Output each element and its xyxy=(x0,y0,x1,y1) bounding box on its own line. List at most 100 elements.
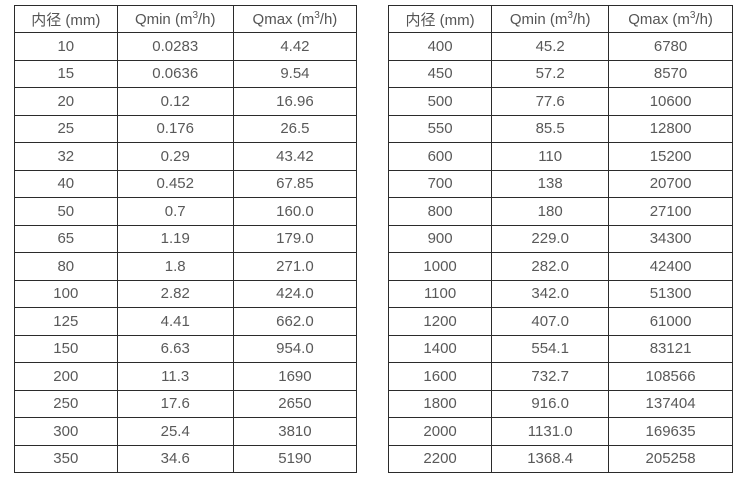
cubic-exponent: 3 xyxy=(689,9,696,21)
cubic-exponent: 3 xyxy=(192,9,198,21)
table-row: 1400 554.1 83121 xyxy=(387,334,733,363)
qmin-label-prefix: Qmin (m xyxy=(509,10,568,28)
table-cell: 0.7 xyxy=(116,197,234,226)
table-cell: 9.54 xyxy=(232,59,358,88)
table-cell: 4.42 xyxy=(232,32,358,61)
table-cell: 25.4 xyxy=(116,417,234,446)
table-cell: 250 xyxy=(14,389,118,418)
table-cell: 200 xyxy=(14,362,118,391)
table-cell: 160.0 xyxy=(232,197,358,226)
table-cell: 1690 xyxy=(232,362,358,391)
table-cell: 15 xyxy=(14,59,118,88)
flow-table-small-diameters: 内径 (mm) Qmin (m3/h) Qmax (m3/h) 10 0.0283… xyxy=(14,5,358,473)
table-cell: 138 xyxy=(491,169,610,198)
table-cell: 400 xyxy=(387,32,493,61)
table-cell: 50 xyxy=(14,197,118,226)
table-cell: 6780 xyxy=(608,32,733,61)
qmax-label-prefix: Qmax (m xyxy=(628,10,690,28)
table-cell: 80 xyxy=(14,252,118,281)
table-cell: 67.85 xyxy=(232,169,358,198)
table-row: 1800 916.0 137404 xyxy=(387,389,733,418)
table-cell: 0.12 xyxy=(116,87,234,116)
table-cell: 34300 xyxy=(608,224,733,253)
table-row: 100 2.82 424.0 xyxy=(14,279,358,308)
table-cell: 179.0 xyxy=(232,224,358,253)
table-cell: 34.6 xyxy=(116,444,234,473)
table-cell: 4.41 xyxy=(116,307,234,336)
table-cell: 51300 xyxy=(608,279,733,308)
table-row: 15 0.0636 9.54 xyxy=(14,59,358,88)
table-row: 125 4.41 662.0 xyxy=(14,307,358,336)
qmax-label-suffix: /h) xyxy=(319,10,338,28)
table-cell: 150 xyxy=(14,334,118,363)
qmin-label-suffix: /h) xyxy=(572,10,591,28)
table-row: 150 6.63 954.0 xyxy=(14,334,358,363)
column-header-qmin: Qmin (m3/h) xyxy=(116,5,234,33)
table-row: 800 180 27100 xyxy=(387,197,733,226)
table-cell: 169635 xyxy=(608,417,733,446)
table-cell: 25 xyxy=(14,114,118,143)
table-cell: 700 xyxy=(387,169,493,198)
table-cell: 916.0 xyxy=(491,389,610,418)
table-cell: 12800 xyxy=(608,114,733,143)
qmax-label-suffix: /h) xyxy=(695,10,713,28)
table-cell: 1.19 xyxy=(116,224,234,253)
header-row: 内径 (mm) Qmin (m 3/h) Qmax (m3/h) xyxy=(387,5,733,33)
flow-table-large-diameters: 内径 (mm) Qmin (m 3/h) Qmax (m3/h) 400 45.2 6… xyxy=(387,5,733,473)
table-cell: 40 xyxy=(14,169,118,198)
table-cell: 1000 xyxy=(387,252,493,281)
table-cell: 2.82 xyxy=(116,279,234,308)
table-cell: 100 xyxy=(14,279,118,308)
table-cell: 550 xyxy=(387,114,493,143)
table-row: 700 138 20700 xyxy=(387,169,733,198)
table-body-large-diameters: 400 45.2 6780 450 57.2 8570 500 77.6 10600 550 85.… xyxy=(387,32,733,473)
table-cell: 282.0 xyxy=(491,252,610,281)
table-row: 80 1.8 271.0 xyxy=(14,252,358,281)
table-cell: 0.0636 xyxy=(116,59,234,88)
table-cell: 1800 xyxy=(387,389,493,418)
column-header-qmax: Qmax (m3/h) xyxy=(232,5,358,33)
table-cell: 1200 xyxy=(387,307,493,336)
column-header-diameter: 内径 (mm) xyxy=(387,5,493,33)
table-row: 2000 1131.0 169635 xyxy=(387,417,733,446)
table-row: 20 0.12 16.96 xyxy=(14,87,358,116)
table-row: 600 110 15200 xyxy=(387,142,733,171)
table-row: 1200 407.0 61000 xyxy=(387,307,733,336)
table-cell: 3810 xyxy=(232,417,358,446)
table-cell: 1600 xyxy=(387,362,493,391)
column-header-diameter: 内径 (mm) xyxy=(14,5,118,33)
table-cell: 205258 xyxy=(608,444,733,473)
table-cell: 27100 xyxy=(608,197,733,226)
table-cell: 407.0 xyxy=(491,307,610,336)
table-cell: 65 xyxy=(14,224,118,253)
table-row: 25 0.176 26.5 xyxy=(14,114,358,143)
table-row: 400 45.2 6780 xyxy=(387,32,733,61)
table-cell: 77.6 xyxy=(491,87,610,116)
table-cell: 125 xyxy=(14,307,118,336)
table-cell: 900 xyxy=(387,224,493,253)
table-row: 2200 1368.4 205258 xyxy=(387,444,733,473)
table-cell: 350 xyxy=(14,444,118,473)
column-header-qmax: Qmax (m3/h) xyxy=(608,5,733,33)
table-row: 200 11.3 1690 xyxy=(14,362,358,391)
table-cell: 2000 xyxy=(387,417,493,446)
table-row: 500 77.6 10600 xyxy=(387,87,733,116)
cubic-exponent: 3 xyxy=(314,9,320,21)
table-cell: 26.5 xyxy=(232,114,358,143)
table-cell: 271.0 xyxy=(232,252,358,281)
table-cell: 8570 xyxy=(608,59,733,88)
table-row: 550 85.5 12800 xyxy=(387,114,733,143)
table-cell: 229.0 xyxy=(491,224,610,253)
table-cell: 554.1 xyxy=(491,334,610,363)
qmin-label-prefix: Qmin (m xyxy=(134,10,193,28)
table-cell: 0.176 xyxy=(116,114,234,143)
header-row: 内径 (mm) Qmin (m3/h) Qmax (m3/h) xyxy=(14,5,358,33)
table-cell: 300 xyxy=(14,417,118,446)
table-row: 900 229.0 34300 xyxy=(387,224,733,253)
table-cell: 732.7 xyxy=(491,362,610,391)
table-cell: 20 xyxy=(14,87,118,116)
table-cell: 57.2 xyxy=(491,59,610,88)
qmin-label-suffix: /h) xyxy=(198,10,216,28)
table-row: 250 17.6 2650 xyxy=(14,389,358,418)
